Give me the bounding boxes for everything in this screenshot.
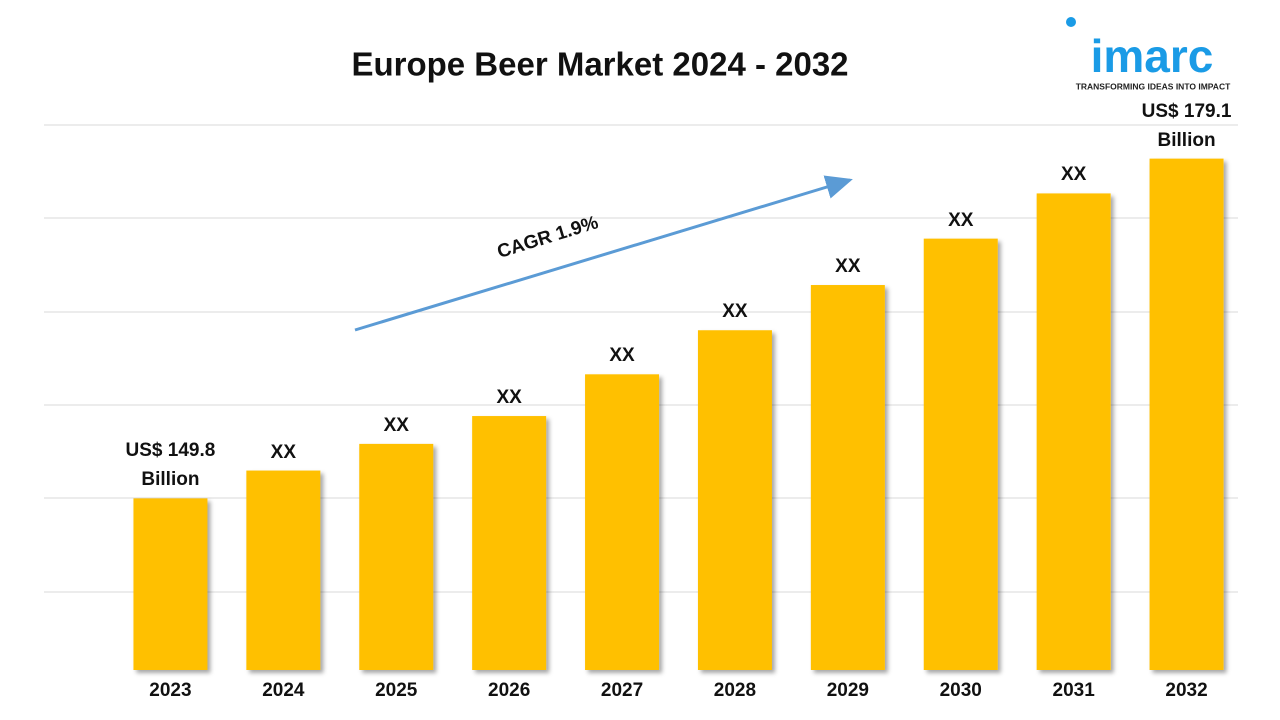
bar <box>585 374 660 670</box>
logo-tagline: TRANSFORMING IDEAS INTO IMPACT <box>1076 81 1231 91</box>
value-label: XX <box>270 441 297 463</box>
bar <box>697 330 772 670</box>
value-label: XX <box>722 301 748 323</box>
chart-title: Europe Beer Market 2024 - 2032 <box>351 46 848 83</box>
x-tick-label: 2029 <box>827 680 869 701</box>
x-tick-label: 2032 <box>1165 680 1207 701</box>
value-label: US$ 179.1 Billion <box>1141 100 1232 151</box>
bar <box>246 470 321 670</box>
logo-dot <box>1066 17 1076 27</box>
bar <box>472 416 547 670</box>
bar <box>359 443 434 670</box>
cagr-arrow <box>354 175 853 332</box>
value-label: US$ 149.8 Billion <box>125 440 216 491</box>
x-tick-label: 2031 <box>1053 680 1096 701</box>
x-tick-label: 2030 <box>940 680 982 701</box>
x-tick-label: 2027 <box>601 680 643 701</box>
value-label: XX <box>383 414 409 436</box>
x-tick-label: 2028 <box>714 680 756 701</box>
bar <box>810 285 885 670</box>
value-label: XX <box>835 256 861 278</box>
x-tick-label: 2026 <box>488 680 530 701</box>
value-label: XX <box>948 209 974 231</box>
bar <box>923 238 998 670</box>
value-label: XX <box>609 345 635 367</box>
x-tick-label: 2024 <box>262 680 305 701</box>
x-tick-label: 2023 <box>149 680 191 701</box>
bar <box>1149 158 1224 670</box>
bar <box>133 498 208 670</box>
bar <box>1036 193 1111 670</box>
logo-name: imarc <box>1091 30 1214 82</box>
value-label: XX <box>496 387 522 409</box>
cagr-label: CAGR 1.9% <box>495 212 601 263</box>
value-label: XX <box>1060 164 1087 186</box>
x-tick-label: 2025 <box>375 680 418 701</box>
